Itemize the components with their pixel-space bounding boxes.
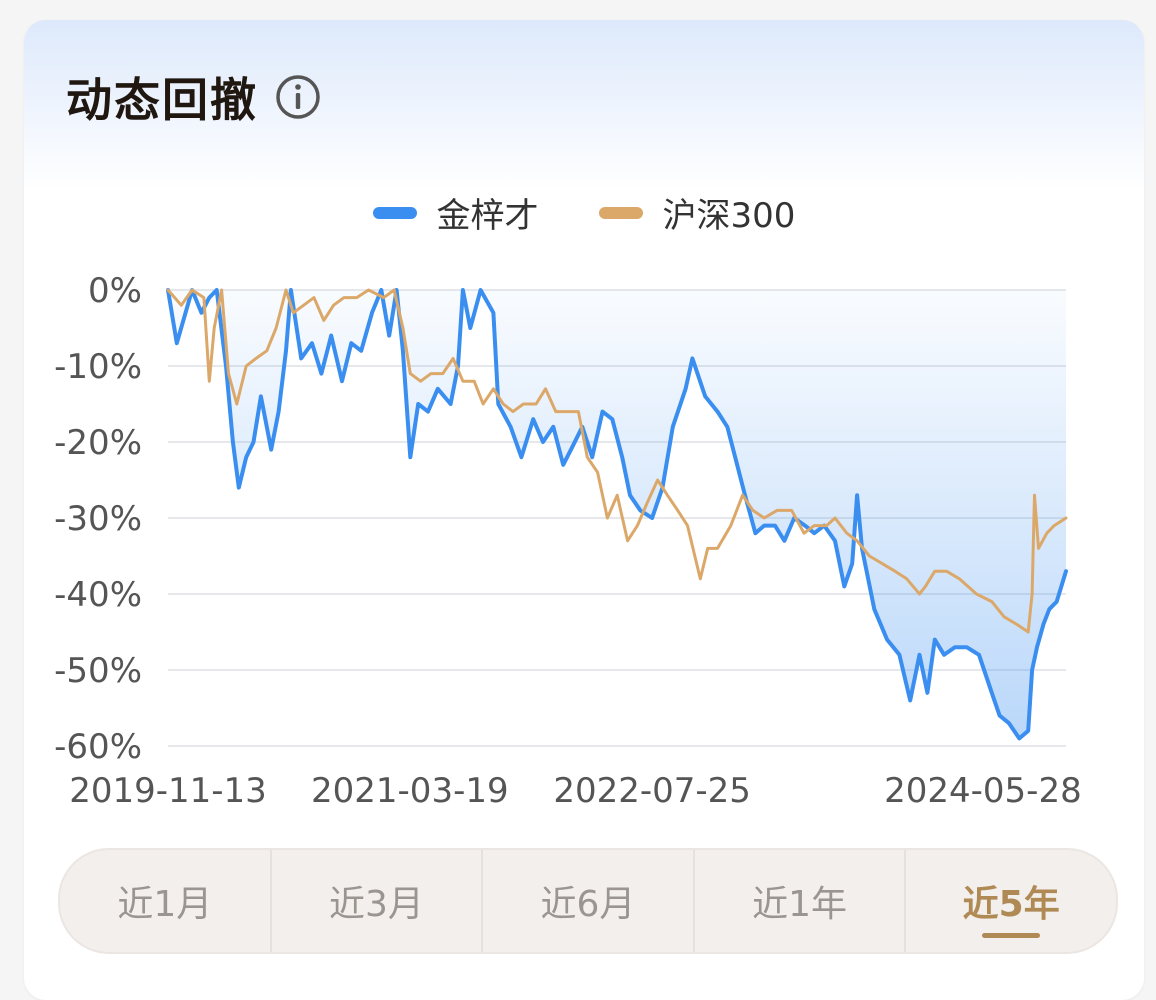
tab-1-month[interactable]: 近1月: [60, 850, 272, 952]
y-tick-label: -20%: [54, 423, 142, 463]
series-area-fund: [168, 290, 1066, 739]
y-tick-label: 0%: [88, 271, 142, 311]
legend: 金梓才 沪深300: [24, 188, 1144, 237]
x-tick-label: 2019-11-13: [69, 771, 267, 811]
drawdown-card: 动态回撤 金梓才 沪深300 0% -10% -20% -30% -40% -50% -60…: [24, 20, 1144, 1000]
series-line-fund: [166, 288, 1068, 741]
tab-label: 近1月: [117, 884, 213, 925]
y-tick-label: -30%: [54, 499, 142, 539]
tab-6-months[interactable]: 近6月: [483, 850, 695, 952]
tab-label: 近3月: [328, 884, 424, 925]
tab-1-year[interactable]: 近1年: [695, 850, 907, 952]
legend-label-benchmark: 沪深300: [662, 196, 796, 236]
y-tick-label: -50%: [54, 651, 142, 691]
info-icon[interactable]: [274, 73, 322, 121]
drawdown-chart: 0% -10% -20% -30% -40% -50% -60%2019-11-13 2021…: [54, 271, 1082, 811]
legend-item-fund[interactable]: 金梓才: [372, 188, 539, 237]
x-tick-label: 2024-05-28: [884, 771, 1082, 811]
active-tab-indicator: [982, 933, 1041, 938]
series-line-benchmark: [166, 288, 1068, 634]
y-tick-label: -40%: [54, 575, 142, 615]
legend-label-fund: 金梓才: [436, 196, 539, 236]
title-row: 动态回撤: [66, 64, 322, 130]
tab-label: 近5年: [962, 884, 1060, 925]
tab-3-months[interactable]: 近3月: [272, 850, 484, 952]
legend-swatch-benchmark: [598, 206, 643, 219]
card-title: 动态回撤: [66, 73, 258, 127]
y-tick-label: -60%: [54, 727, 142, 767]
period-tabs: 近1月 近3月 近6月 近1年 近5年: [58, 848, 1118, 954]
tab-label: 近1年: [752, 884, 848, 925]
legend-item-benchmark[interactable]: 沪深300: [598, 188, 796, 237]
x-tick-label: 2021-03-19: [311, 771, 509, 811]
tab-label: 近6月: [540, 884, 636, 925]
legend-swatch-fund: [372, 206, 417, 219]
y-tick-label: -10%: [54, 347, 142, 387]
tab-5-years[interactable]: 近5年: [906, 850, 1116, 952]
x-tick-label: 2022-07-25: [553, 771, 751, 811]
